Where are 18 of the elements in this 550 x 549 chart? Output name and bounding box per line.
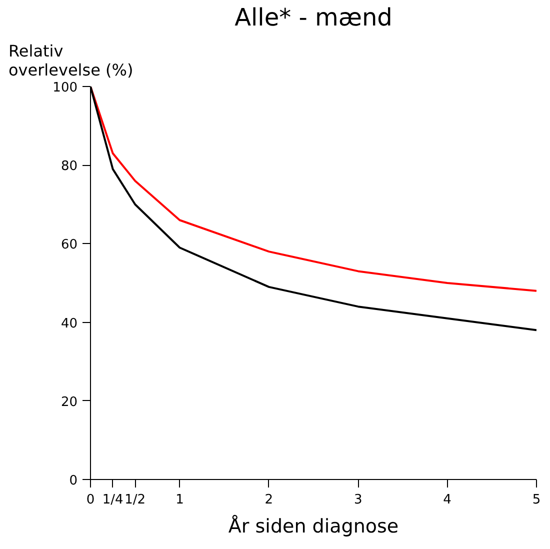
x-tick-label: 1/4 (102, 492, 124, 508)
x-tick-label: 4 (443, 492, 452, 508)
y-tick-label: 100 (52, 80, 78, 96)
x-tick-label: 0 (86, 492, 95, 508)
y-tick-label: 40 (60, 316, 78, 332)
y-tick-label: 80 (60, 159, 78, 174)
x-tick-label: 1 (176, 492, 184, 508)
line-series (90, 86, 536, 292)
y-tick-label: 60 (60, 238, 78, 253)
x-tick-label: 5 (532, 492, 541, 508)
x-tick-label: 3 (354, 492, 362, 508)
chart-title: Alle* - mænd (234, 4, 392, 32)
y-axis-title: Relativ overlevelse (%) (8, 42, 134, 80)
y-tick-label: 0 (69, 474, 78, 488)
x-tick-label: 2 (264, 492, 274, 508)
x-axis-title: År siden diagnose (228, 514, 399, 538)
x-tick-label: 1/2 (124, 492, 146, 508)
y-tick-label: 20 (60, 394, 78, 410)
